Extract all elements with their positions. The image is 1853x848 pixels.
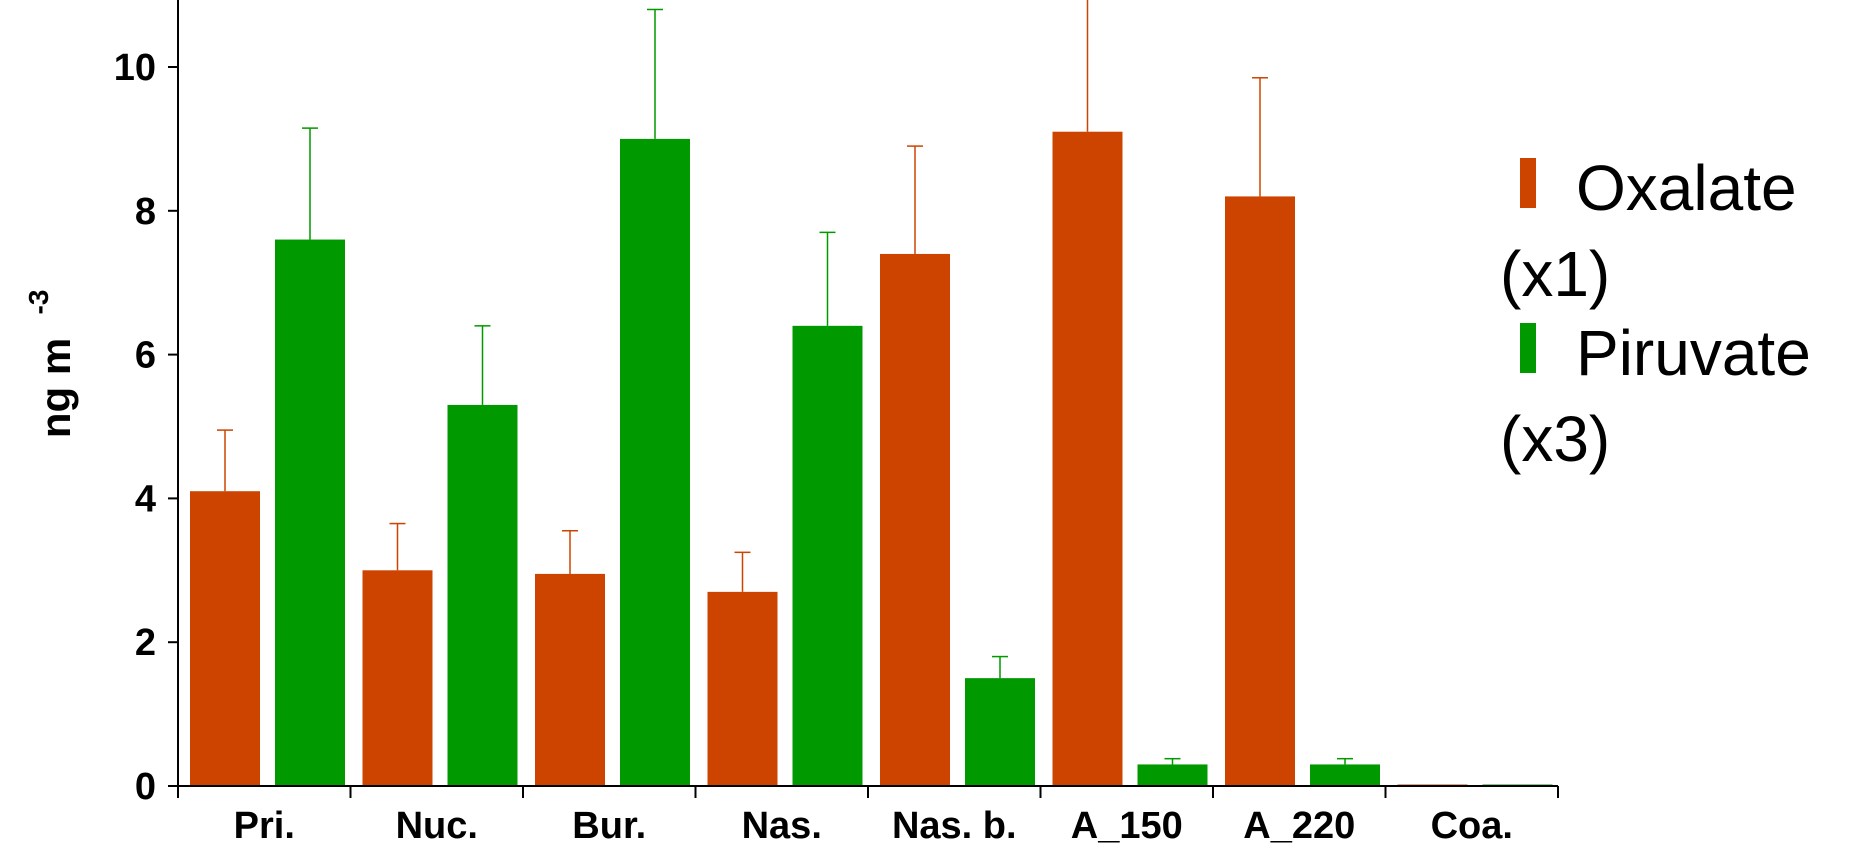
y-axis-title: ng m -3 [23, 290, 79, 439]
x-tick-label-6: A_220 [1243, 805, 1355, 847]
bar-piruvate-5 [1137, 764, 1208, 786]
bar-oxalate-0 [190, 491, 260, 786]
bar-oxalate-5 [1052, 131, 1123, 786]
bar-piruvate-0 [275, 239, 345, 786]
bar-piruvate-6 [1310, 764, 1380, 786]
bar-piruvate-2 [620, 138, 690, 786]
y-tick-label-0: 0 [135, 766, 156, 808]
axes-layer: 0 2 4 6 8 10 Pri. Nuc. Bur. Nas. Nas. b. A_150 A_220… [23, 0, 1559, 847]
x-tick-label-7: Coa. [1431, 805, 1513, 847]
bar-oxalate-2 [535, 573, 605, 786]
x-tick-label-0: Pri. [234, 805, 295, 847]
y-tick-label-8: 8 [135, 191, 156, 233]
legend-label-1-line1: Piruvate [1576, 317, 1811, 389]
x-tick-label-1: Nuc. [396, 805, 478, 847]
bar-oxalate-3 [707, 591, 778, 786]
legend-label-1-line2: (x3) [1500, 403, 1610, 475]
x-tick-label-4: Nas. b. [892, 805, 1017, 847]
y-tick-label-6: 6 [135, 335, 156, 377]
bar-piruvate-4 [965, 678, 1035, 786]
x-tick-label-2: Bur. [572, 805, 646, 847]
y-axis-title-superscript: -3 [23, 290, 54, 315]
legend-swatch-0 [1520, 158, 1536, 208]
bar-oxalate-6 [1225, 196, 1295, 787]
bar-piruvate-3 [792, 325, 863, 786]
legend: Oxalate (x1)Piruvate (x3) [1500, 152, 1811, 475]
bars-layer [190, 131, 1553, 787]
x-tick-label-3: Nas. [742, 805, 822, 847]
error-bars-layer [217, 0, 1353, 765]
x-tick-label-5: A_150 [1071, 805, 1183, 847]
y-tick-label-10: 10 [114, 47, 156, 89]
y-tick-label-4: 4 [135, 478, 156, 520]
legend-swatch-1 [1520, 323, 1536, 373]
bar-oxalate-1 [362, 570, 433, 786]
legend-label-0-line2: (x1) [1500, 238, 1610, 310]
bar-oxalate-4 [880, 253, 950, 786]
bar-piruvate-1 [447, 404, 518, 786]
y-axis-title-text: ng m [32, 338, 79, 438]
legend-label-0-line1: Oxalate [1576, 152, 1797, 224]
y-tick-label-2: 2 [135, 622, 156, 664]
